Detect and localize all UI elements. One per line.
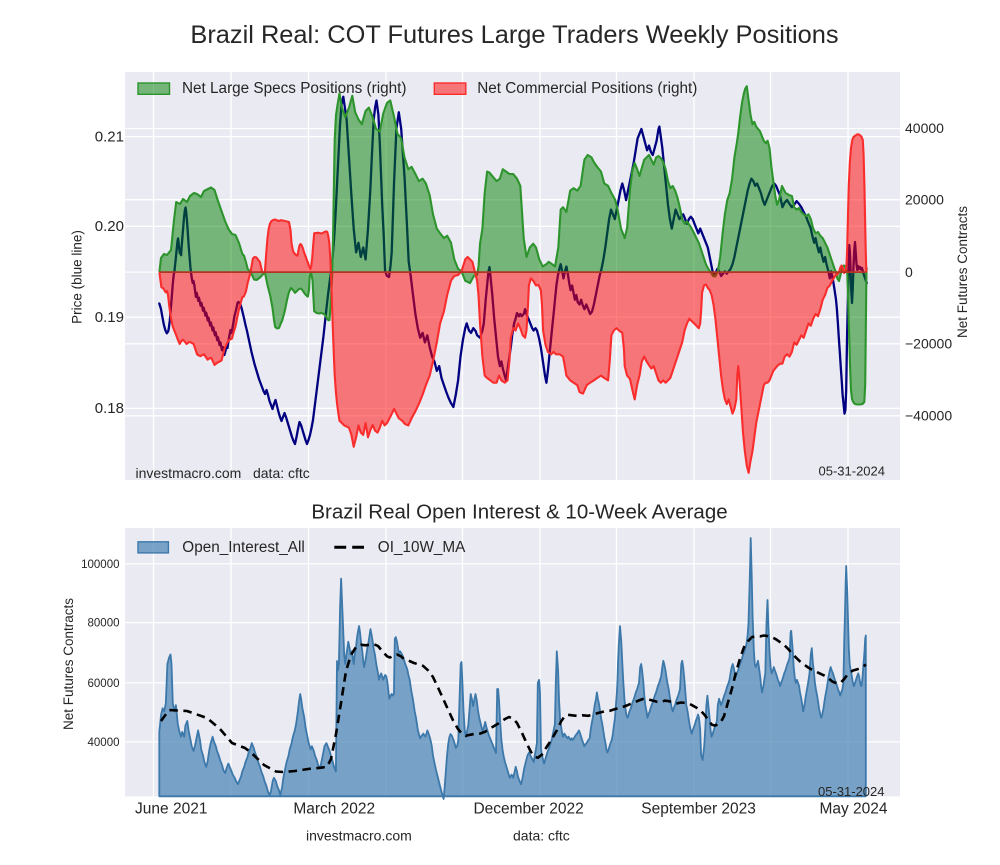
svg-text:Brazil Real: COT Futures Large: Brazil Real: COT Futures Large Traders W… — [190, 21, 838, 49]
svg-text:0.21: 0.21 — [95, 128, 124, 145]
svg-text:Net Futures Contracts: Net Futures Contracts — [955, 206, 970, 338]
svg-text:June 2021: June 2021 — [135, 801, 207, 818]
svg-text:Price (blue line): Price (blue line) — [70, 230, 85, 324]
svg-text:80000: 80000 — [88, 618, 120, 630]
svg-text:Net Futures Contracts: Net Futures Contracts — [61, 598, 76, 730]
svg-text:0.20: 0.20 — [95, 218, 124, 235]
svg-text:05-31-2024: 05-31-2024 — [819, 464, 886, 479]
svg-text:40000: 40000 — [88, 737, 120, 749]
svg-text:March 2022: March 2022 — [293, 801, 375, 818]
svg-text:investmacro.com data: cftc: investmacro.com data: cftc — [136, 465, 310, 481]
svg-text:−40000: −40000 — [905, 408, 952, 424]
svg-text:OI_10W_MA: OI_10W_MA — [378, 539, 466, 556]
svg-text:Open_Interest_All: Open_Interest_All — [182, 539, 304, 556]
svg-text:20000: 20000 — [905, 191, 944, 207]
svg-text:May 2024: May 2024 — [819, 801, 887, 818]
svg-text:Net Commercial Positions (righ: Net Commercial Positions (right) — [477, 80, 697, 97]
svg-text:0.19: 0.19 — [95, 309, 124, 326]
svg-text:0.18: 0.18 — [95, 400, 124, 417]
svg-text:investmacro.com: investmacro.com — [306, 828, 412, 844]
svg-text:September 2023: September 2023 — [641, 801, 756, 818]
svg-text:Net Large Specs Positions (rig: Net Large Specs Positions (right) — [182, 80, 406, 97]
svg-text:December 2022: December 2022 — [473, 801, 583, 818]
svg-text:60000: 60000 — [88, 678, 120, 690]
svg-text:0: 0 — [905, 264, 913, 280]
svg-text:data: cftc: data: cftc — [513, 828, 570, 844]
svg-text:Brazil Real Open Interest & 10: Brazil Real Open Interest & 10-Week Aver… — [311, 501, 727, 524]
svg-text:100000: 100000 — [81, 559, 119, 571]
svg-text:40000: 40000 — [905, 120, 944, 136]
svg-text:05-31-2024: 05-31-2024 — [818, 784, 885, 799]
svg-text:−20000: −20000 — [905, 336, 952, 352]
